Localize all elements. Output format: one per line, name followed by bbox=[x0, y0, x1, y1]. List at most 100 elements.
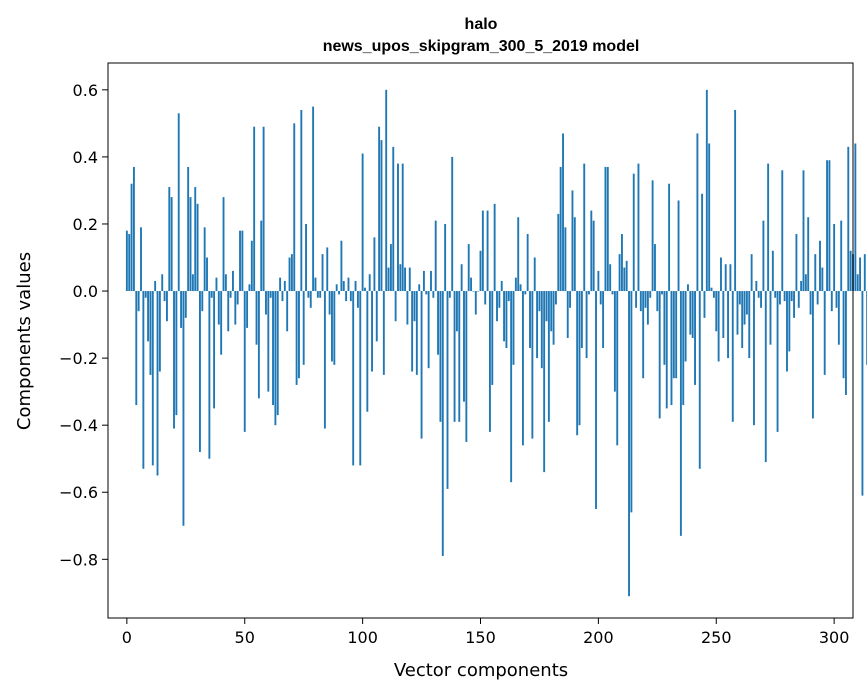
bar-74 bbox=[300, 109, 303, 292]
bar-148 bbox=[474, 291, 477, 315]
bar-219 bbox=[642, 291, 645, 379]
bar-256 bbox=[729, 264, 732, 292]
bar-83 bbox=[321, 254, 324, 292]
bar-38 bbox=[215, 277, 218, 292]
bar-149 bbox=[477, 291, 480, 292]
bar-309 bbox=[854, 143, 857, 292]
bar-13 bbox=[156, 291, 159, 476]
bar-265 bbox=[750, 254, 753, 292]
bar-296 bbox=[823, 291, 826, 375]
bar-168 bbox=[521, 291, 524, 446]
y-axis-label: Components values bbox=[14, 252, 35, 430]
bar-35 bbox=[208, 291, 211, 459]
bar-100 bbox=[361, 153, 364, 292]
bar-194 bbox=[583, 163, 586, 292]
bar-202 bbox=[602, 291, 605, 349]
bar-223 bbox=[651, 180, 654, 292]
bar-146 bbox=[470, 277, 473, 292]
bar-15 bbox=[161, 274, 164, 292]
bar-62 bbox=[272, 291, 274, 406]
bar-142 bbox=[460, 264, 463, 292]
bars-group bbox=[125, 89, 867, 597]
bar-241 bbox=[694, 291, 696, 385]
bar-80 bbox=[314, 277, 317, 292]
bar-224 bbox=[654, 244, 656, 292]
bar-198 bbox=[592, 220, 595, 292]
bar-214 bbox=[630, 291, 633, 513]
bar-126 bbox=[422, 270, 425, 292]
bar-106 bbox=[375, 291, 378, 342]
bar-0 bbox=[125, 230, 128, 292]
bar-150 bbox=[479, 250, 482, 292]
bar-282 bbox=[790, 291, 793, 302]
bar-213 bbox=[628, 291, 630, 597]
bar-180 bbox=[550, 291, 553, 332]
bar-276 bbox=[776, 291, 779, 432]
bar-117 bbox=[401, 163, 404, 292]
bar-45 bbox=[232, 270, 234, 292]
bar-135 bbox=[444, 223, 447, 292]
bar-22 bbox=[177, 113, 180, 292]
bar-229 bbox=[665, 291, 668, 409]
bar-235 bbox=[679, 291, 682, 536]
bar-195 bbox=[585, 291, 588, 359]
bar-26 bbox=[187, 166, 190, 292]
bar-44 bbox=[229, 291, 232, 298]
bar-16 bbox=[163, 291, 166, 302]
bar-33 bbox=[203, 227, 206, 292]
bar-46 bbox=[234, 291, 237, 325]
bar-305 bbox=[844, 291, 847, 395]
bar-48 bbox=[239, 230, 241, 292]
bar-147 bbox=[472, 291, 475, 292]
bar-81 bbox=[316, 291, 319, 298]
bar-52 bbox=[248, 284, 251, 292]
bar-2 bbox=[130, 183, 133, 292]
bar-19 bbox=[170, 197, 173, 292]
bar-111 bbox=[387, 267, 390, 292]
bar-10 bbox=[149, 291, 152, 375]
bar-130 bbox=[432, 291, 435, 298]
x-tick-label: 100 bbox=[347, 628, 378, 647]
bar-97 bbox=[354, 280, 357, 292]
bar-257 bbox=[731, 291, 734, 422]
bar-225 bbox=[656, 291, 659, 312]
bar-86 bbox=[328, 291, 331, 315]
bar-204 bbox=[606, 166, 609, 292]
bar-34 bbox=[206, 257, 208, 292]
bar-21 bbox=[175, 291, 178, 416]
bar-12 bbox=[154, 280, 157, 292]
bar-268 bbox=[757, 291, 760, 298]
bar-266 bbox=[753, 291, 755, 426]
bar-254 bbox=[724, 264, 727, 292]
bar-206 bbox=[611, 291, 614, 295]
bar-307 bbox=[849, 250, 852, 292]
bar-191 bbox=[576, 291, 579, 436]
bar-108 bbox=[380, 140, 383, 292]
bar-30 bbox=[196, 203, 199, 292]
bar-114 bbox=[394, 291, 397, 322]
bar-37 bbox=[213, 291, 216, 409]
bar-293 bbox=[816, 291, 819, 305]
bar-42 bbox=[224, 274, 227, 292]
bar-222 bbox=[649, 291, 652, 298]
bar-25 bbox=[184, 291, 187, 318]
bar-232 bbox=[672, 291, 675, 379]
bar-138 bbox=[451, 156, 454, 292]
bar-14 bbox=[158, 291, 161, 372]
bar-203 bbox=[604, 166, 607, 292]
bar-155 bbox=[491, 291, 494, 385]
bar-32 bbox=[201, 291, 204, 312]
bar-167 bbox=[519, 284, 522, 292]
bar-306 bbox=[847, 146, 850, 292]
bar-7 bbox=[142, 291, 145, 469]
bar-137 bbox=[448, 291, 451, 298]
bar-41 bbox=[222, 197, 225, 292]
bar-236 bbox=[682, 291, 685, 406]
bar-242 bbox=[696, 133, 699, 292]
bar-68 bbox=[286, 291, 289, 332]
bar-158 bbox=[498, 291, 501, 308]
bar-96 bbox=[352, 291, 355, 466]
bar-85 bbox=[326, 247, 329, 292]
bar-157 bbox=[496, 291, 498, 322]
